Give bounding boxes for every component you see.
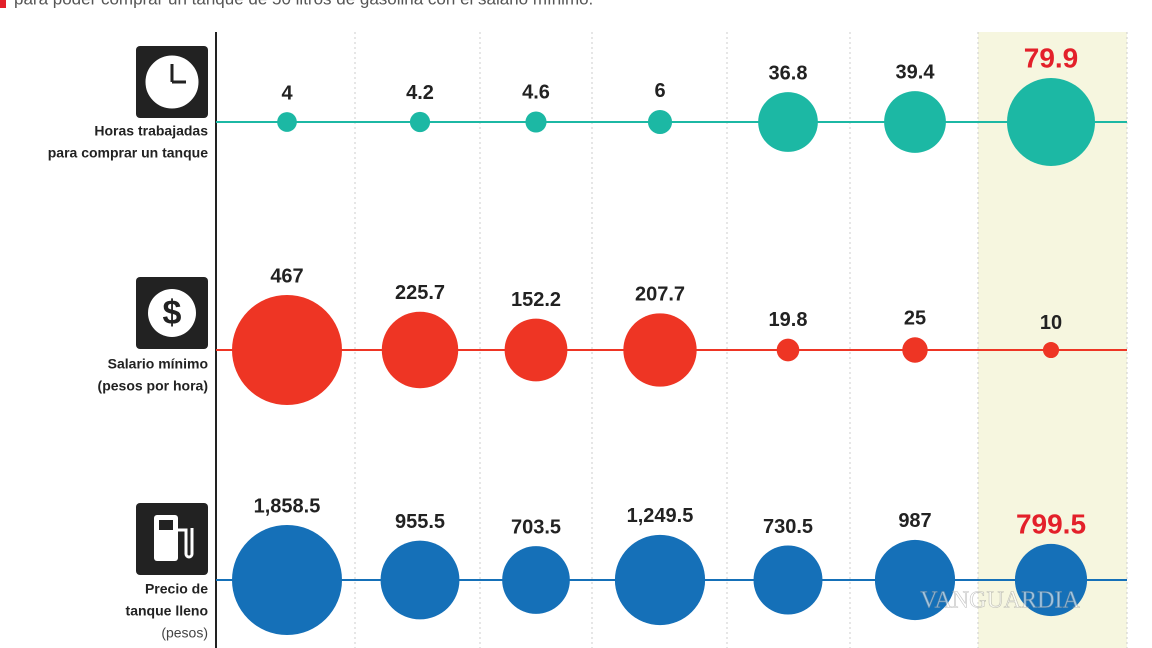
clock-icon — [136, 46, 208, 118]
value-label: 207.7 — [635, 284, 685, 306]
value-label: 730.5 — [763, 516, 813, 538]
bubble — [902, 337, 928, 363]
bubble — [277, 112, 297, 132]
subtitle: para poder comprar un tanque de 50 litro… — [14, 0, 593, 8]
wage-icon: $ — [136, 277, 208, 349]
value-label: 1,858.5 — [254, 495, 321, 517]
value-label: 467 — [270, 265, 303, 287]
svg-text:$: $ — [163, 294, 182, 332]
value-label: 25 — [904, 308, 926, 330]
value-label: 4.2 — [406, 82, 434, 104]
value-label: 703.5 — [511, 516, 561, 538]
bubble — [409, 111, 431, 133]
bubble — [381, 311, 459, 389]
row-label: tanque lleno — [126, 603, 208, 619]
value-label: 10 — [1040, 312, 1062, 334]
fuel-icon — [136, 503, 208, 575]
bubble — [504, 318, 568, 382]
bubble — [614, 534, 706, 626]
row-label: para comprar un tanque — [48, 145, 208, 161]
value-label: 39.4 — [896, 61, 936, 83]
row-label: Salario mínimo — [108, 356, 208, 372]
bubble — [525, 111, 547, 133]
value-label: 955.5 — [395, 511, 445, 533]
value-label: 19.8 — [769, 309, 808, 331]
value-label: 987 — [898, 510, 931, 532]
value-label: 79.9 — [1024, 42, 1079, 73]
bubble — [647, 109, 673, 135]
bubble — [884, 91, 946, 153]
bubble — [874, 539, 956, 621]
value-label: 225.7 — [395, 282, 445, 304]
bubble — [380, 540, 460, 620]
value-label: 6 — [654, 80, 665, 102]
row-label: Horas trabajadas — [94, 123, 208, 139]
row-label: (pesos) — [161, 625, 208, 641]
bubble — [1007, 78, 1095, 166]
bubble — [502, 546, 570, 614]
value-label: 4 — [281, 82, 293, 104]
value-label: 152.2 — [511, 289, 561, 311]
value-label: 1,249.5 — [627, 505, 694, 527]
row-label: Precio de — [145, 581, 208, 597]
bubble — [776, 338, 800, 362]
bubble — [623, 313, 697, 387]
marker — [0, 0, 6, 8]
bubble — [753, 545, 823, 615]
bubble — [1042, 341, 1060, 359]
row-label: (pesos por hora) — [98, 378, 208, 394]
value-label: 799.5 — [1016, 508, 1086, 539]
bubble — [758, 92, 818, 152]
bubble — [232, 295, 342, 405]
value-label: 4.6 — [522, 82, 550, 104]
value-label: 36.8 — [769, 62, 808, 84]
bubble — [1014, 543, 1088, 617]
watermark: VANGUARDIA — [920, 588, 1080, 614]
bubble — [232, 525, 342, 635]
